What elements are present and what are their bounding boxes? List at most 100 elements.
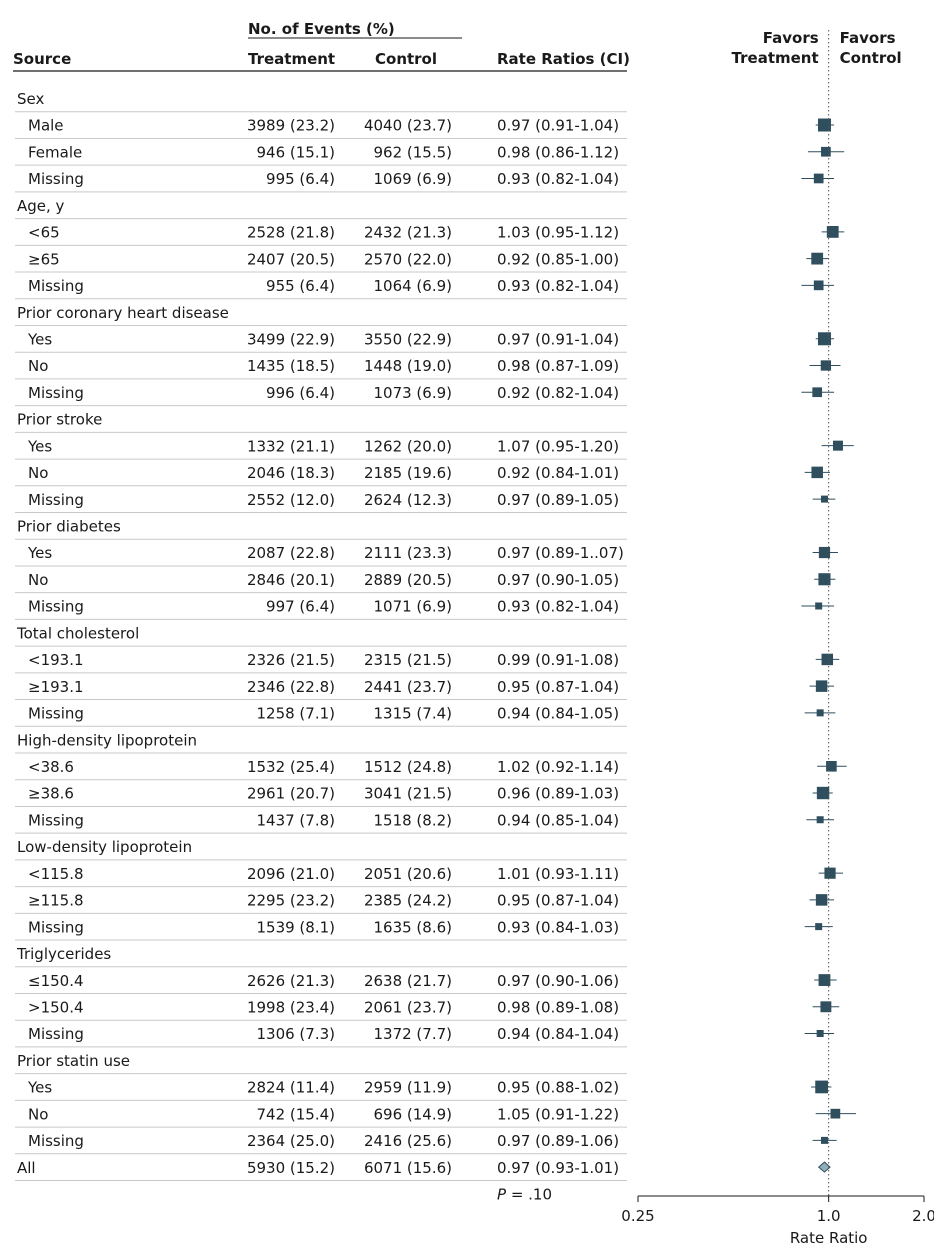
control-value: 2441 (23.7) (364, 678, 452, 696)
rate-ratio-value: 0.98 (0.86-1.12) (497, 143, 619, 161)
row-label: <65 (28, 224, 60, 242)
favors-treatment-label-2: Treatment (732, 49, 819, 67)
row-label: No (28, 571, 48, 589)
rate-ratio-value: 0.96 (0.89-1.03) (497, 785, 619, 803)
control-value: 2416 (25.6) (364, 1132, 452, 1150)
treatment-value: 5930 (15.2) (247, 1159, 335, 1177)
point-estimate (813, 173, 824, 184)
rate-ratio-value: 0.97 (0.90-1.06) (497, 972, 619, 990)
row-label: ≥65 (28, 250, 60, 268)
treatment-value: 1539 (8.1) (256, 918, 335, 936)
row-label: Missing (28, 918, 84, 936)
treatment-value: 3989 (23.2) (247, 117, 335, 135)
rate-ratio-value: 0.92 (0.85-1.00) (497, 250, 619, 268)
treatment-value: 2087 (22.8) (247, 544, 335, 562)
point-estimate (830, 1108, 841, 1119)
control-value: 2889 (20.5) (364, 571, 452, 589)
control-value: 1512 (24.8) (364, 758, 452, 776)
favors-control-label-2: Control (840, 49, 902, 67)
rate-ratio-value: 0.97 (0.91-1.04) (497, 330, 619, 348)
rate-ratio-value: 1.03 (0.95-1.12) (497, 224, 619, 242)
point-estimate (817, 118, 831, 132)
favors-treatment-label-1: Favors (763, 29, 819, 47)
treatment-value: 2528 (21.8) (247, 224, 335, 242)
point-estimate (826, 226, 839, 238)
rate-ratio-value: 0.97 (0.91-1.04) (497, 117, 619, 135)
point-estimate (818, 573, 831, 586)
p-value: P = .10 (497, 1186, 552, 1204)
point-estimate (820, 495, 828, 503)
rate-ratio-value: 0.95 (0.87-1.04) (497, 892, 619, 910)
header-treatment: Treatment (248, 50, 335, 68)
treatment-value: 946 (15.1) (256, 143, 335, 161)
row-label: <193.1 (28, 651, 84, 669)
control-value: 3550 (22.9) (364, 330, 452, 348)
point-estimate (820, 1136, 828, 1144)
point-estimate (815, 923, 823, 931)
row-label: Male (28, 117, 64, 135)
treatment-value: 1437 (7.8) (256, 811, 335, 829)
row-label: Yes (27, 544, 52, 562)
row-label: Missing (28, 384, 84, 402)
treatment-value: 2295 (23.2) (247, 892, 335, 910)
rate-ratio-value: 0.95 (0.87-1.04) (497, 678, 619, 696)
row-label: Missing (28, 277, 84, 295)
control-value: 2061 (23.7) (364, 998, 452, 1016)
treatment-value: 2552 (12.0) (247, 491, 335, 509)
row-group-label: Low-density lipoprotein (17, 838, 192, 856)
treatment-value: 1332 (21.1) (247, 437, 335, 455)
control-value: 2185 (19.6) (364, 464, 452, 482)
x-tick-label: 2.0 (912, 1207, 934, 1225)
row-label: Female (28, 143, 82, 161)
control-value: 1518 (8.2) (373, 811, 452, 829)
control-value: 1448 (19.0) (364, 357, 452, 375)
treatment-value: 1306 (7.3) (256, 1025, 335, 1043)
header-source: Source (13, 50, 71, 68)
rate-ratio-value: 0.94 (0.85-1.04) (497, 811, 619, 829)
treatment-value: 995 (6.4) (266, 170, 335, 188)
control-value: 696 (14.9) (373, 1105, 452, 1123)
rate-ratio-value: 0.98 (0.89-1.08) (497, 998, 619, 1016)
treatment-value: 2364 (25.0) (247, 1132, 335, 1150)
control-value: 2624 (12.3) (364, 491, 452, 509)
p-value-symbol: P (497, 1186, 507, 1204)
x-tick-label: 0.25 (621, 1207, 654, 1225)
control-value: 1635 (8.6) (373, 918, 452, 936)
treatment-value: 2961 (20.7) (247, 785, 335, 803)
favors-control-label-1: Favors (840, 29, 896, 47)
point-estimate (817, 332, 831, 346)
rate-ratio-value: 0.94 (0.84-1.05) (497, 705, 619, 723)
control-value: 4040 (23.7) (364, 117, 452, 135)
control-value: 1315 (7.4) (373, 705, 452, 723)
rate-ratio-value: 0.93 (0.82-1.04) (497, 170, 619, 188)
row-label: >150.4 (28, 998, 84, 1016)
point-estimate (821, 146, 831, 157)
point-estimate (816, 786, 830, 800)
rate-ratio-value: 1.05 (0.91-1.22) (497, 1105, 619, 1123)
control-value: 6071 (15.6) (364, 1159, 452, 1177)
row-group-label: Sex (17, 90, 44, 108)
control-value: 2315 (21.5) (364, 651, 452, 669)
row-label: ≤150.4 (28, 972, 84, 990)
row-label: Missing (28, 811, 84, 829)
row-label: Missing (28, 170, 84, 188)
point-estimate (815, 680, 828, 692)
control-value: 2111 (23.3) (364, 544, 452, 562)
point-estimate (820, 360, 832, 371)
treatment-value: 996 (6.4) (266, 384, 335, 402)
control-value: 1073 (6.9) (373, 384, 452, 402)
treatment-value: 3499 (22.9) (247, 330, 335, 348)
rate-ratio-value: 0.95 (0.88-1.02) (497, 1079, 619, 1097)
treatment-value: 742 (15.4) (256, 1105, 335, 1123)
row-label: No (28, 464, 48, 482)
treatment-value: 2824 (11.4) (247, 1079, 335, 1097)
rate-ratio-value: 0.97 (0.89-1.06) (497, 1132, 619, 1150)
treatment-value: 1998 (23.4) (247, 998, 335, 1016)
point-estimate (824, 867, 836, 879)
control-value: 2638 (21.7) (364, 972, 452, 990)
point-estimate (818, 546, 831, 559)
row-group-label: Prior coronary heart disease (17, 304, 229, 322)
treatment-value: 2846 (20.1) (247, 571, 335, 589)
overall-diamond (817, 1161, 831, 1173)
